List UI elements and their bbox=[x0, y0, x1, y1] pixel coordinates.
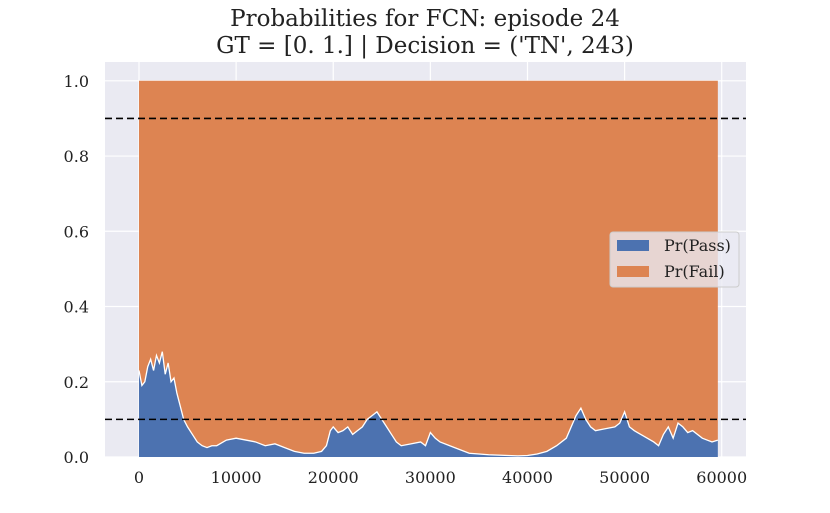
y-tick-label: 0.0 bbox=[64, 448, 89, 467]
legend-label-fail: Pr(Fail) bbox=[664, 262, 725, 281]
area-pr-fail bbox=[138, 80, 718, 456]
x-axis-ticks: 0 10000 20000 30000 40000 50000 60000 bbox=[134, 468, 747, 487]
legend-swatch-pass bbox=[617, 240, 649, 251]
legend-swatch-fail bbox=[617, 266, 649, 277]
x-tick-label: 40000 bbox=[502, 468, 553, 487]
area-pr-pass bbox=[138, 351, 718, 457]
x-tick-label: 30000 bbox=[405, 468, 456, 487]
y-tick-label: 0.4 bbox=[64, 298, 89, 317]
y-tick-label: 0.6 bbox=[64, 222, 89, 241]
pass-boundary-line bbox=[138, 351, 719, 457]
y-tick-label: 1.0 bbox=[64, 72, 89, 91]
chart-title: Probabilities for FCN: episode 24 bbox=[230, 6, 620, 32]
x-tick-label: 0 bbox=[134, 468, 144, 487]
x-tick-label: 10000 bbox=[211, 468, 262, 487]
y-axis-ticks: 0.0 0.2 0.4 0.6 0.8 1.0 bbox=[64, 72, 89, 467]
x-tick-label: 50000 bbox=[599, 468, 650, 487]
threshold-lines bbox=[105, 117, 746, 421]
legend: Pr(Pass) Pr(Fail) bbox=[609, 231, 740, 288]
legend-label-pass: Pr(Pass) bbox=[664, 236, 731, 255]
x-tick-label: 20000 bbox=[308, 468, 359, 487]
y-tick-label: 0.2 bbox=[64, 373, 89, 392]
x-tick-label: 60000 bbox=[696, 468, 747, 487]
chart-subtitle: GT = [0. 1.] | Decision = ('TN', 243) bbox=[216, 33, 634, 59]
y-tick-label: 0.8 bbox=[64, 147, 89, 166]
stacked-areas bbox=[138, 80, 719, 457]
